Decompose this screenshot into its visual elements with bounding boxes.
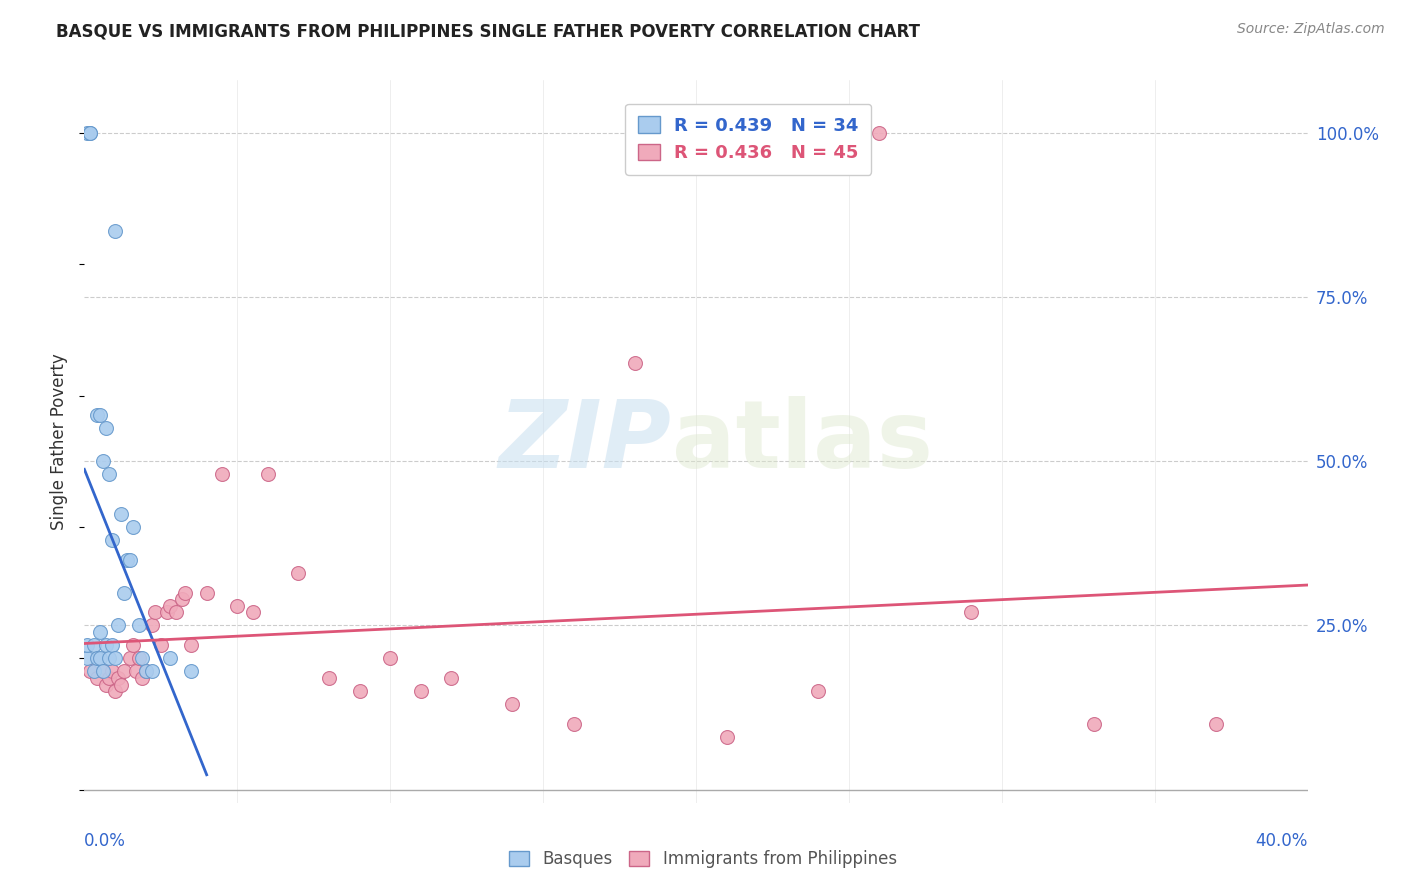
Point <box>128 651 150 665</box>
Text: 40.0%: 40.0% <box>1256 831 1308 850</box>
Y-axis label: Single Father Poverty: Single Father Poverty <box>51 353 69 530</box>
Point <box>807 684 830 698</box>
Point <box>122 638 145 652</box>
Point <box>180 665 202 679</box>
Legend: Basques, Immigrants from Philippines: Basques, Immigrants from Philippines <box>502 844 904 875</box>
Point <box>226 599 249 613</box>
Point <box>257 467 280 482</box>
Point <box>149 638 172 652</box>
Point <box>287 566 309 580</box>
Point <box>128 618 150 632</box>
Text: atlas: atlas <box>672 395 932 488</box>
Text: BASQUE VS IMMIGRANTS FROM PHILIPPINES SINGLE FATHER POVERTY CORRELATION CHART: BASQUE VS IMMIGRANTS FROM PHILIPPINES SI… <box>56 22 921 40</box>
Text: ZIP: ZIP <box>499 395 672 488</box>
Point <box>104 651 127 665</box>
Point <box>83 665 105 679</box>
Point <box>960 605 983 619</box>
Legend: R = 0.439   N = 34, R = 0.436   N = 45: R = 0.439 N = 34, R = 0.436 N = 45 <box>626 103 872 175</box>
Point <box>91 454 114 468</box>
Point <box>110 507 132 521</box>
Point <box>101 638 124 652</box>
Point <box>125 665 148 679</box>
Point <box>97 467 120 482</box>
Point <box>135 665 157 679</box>
Point <box>502 698 524 712</box>
Point <box>195 585 218 599</box>
Point <box>112 665 135 679</box>
Point <box>112 585 135 599</box>
Point <box>156 605 179 619</box>
Point <box>869 126 891 140</box>
Point <box>107 618 129 632</box>
Point <box>115 553 138 567</box>
Point <box>86 651 108 665</box>
Point <box>89 651 111 665</box>
Point <box>104 684 127 698</box>
Point <box>135 665 157 679</box>
Text: Source: ZipAtlas.com: Source: ZipAtlas.com <box>1237 22 1385 37</box>
Point <box>94 638 117 652</box>
Point <box>94 677 117 691</box>
Point <box>76 651 98 665</box>
Point <box>159 599 181 613</box>
Point <box>76 638 98 652</box>
Point <box>165 605 187 619</box>
Point <box>86 409 108 423</box>
Point <box>562 717 585 731</box>
Point <box>409 684 432 698</box>
Point <box>94 421 117 435</box>
Point <box>141 618 163 632</box>
Point <box>91 665 114 679</box>
Point <box>318 671 340 685</box>
Point <box>159 651 181 665</box>
Point <box>76 126 98 140</box>
Point <box>180 638 202 652</box>
Point <box>131 671 153 685</box>
Point <box>83 638 105 652</box>
Point <box>172 592 194 607</box>
Point <box>141 665 163 679</box>
Point <box>101 533 124 547</box>
Point <box>120 651 142 665</box>
Point <box>120 553 142 567</box>
Point <box>143 605 166 619</box>
Point <box>440 671 463 685</box>
Point <box>110 677 132 691</box>
Point <box>86 671 108 685</box>
Point <box>79 126 101 140</box>
Point <box>1205 717 1227 731</box>
Text: 0.0%: 0.0% <box>84 831 127 850</box>
Point <box>79 665 101 679</box>
Point <box>624 356 647 370</box>
Point <box>242 605 264 619</box>
Point <box>716 730 738 744</box>
Point <box>91 665 114 679</box>
Point <box>104 224 127 238</box>
Point <box>1083 717 1105 731</box>
Point <box>97 651 120 665</box>
Point <box>107 671 129 685</box>
Point <box>79 126 101 140</box>
Point <box>349 684 371 698</box>
Point <box>89 409 111 423</box>
Point <box>101 665 124 679</box>
Point <box>97 671 120 685</box>
Point <box>89 625 111 640</box>
Point <box>174 585 197 599</box>
Point <box>211 467 233 482</box>
Point <box>122 520 145 534</box>
Point <box>131 651 153 665</box>
Point <box>380 651 402 665</box>
